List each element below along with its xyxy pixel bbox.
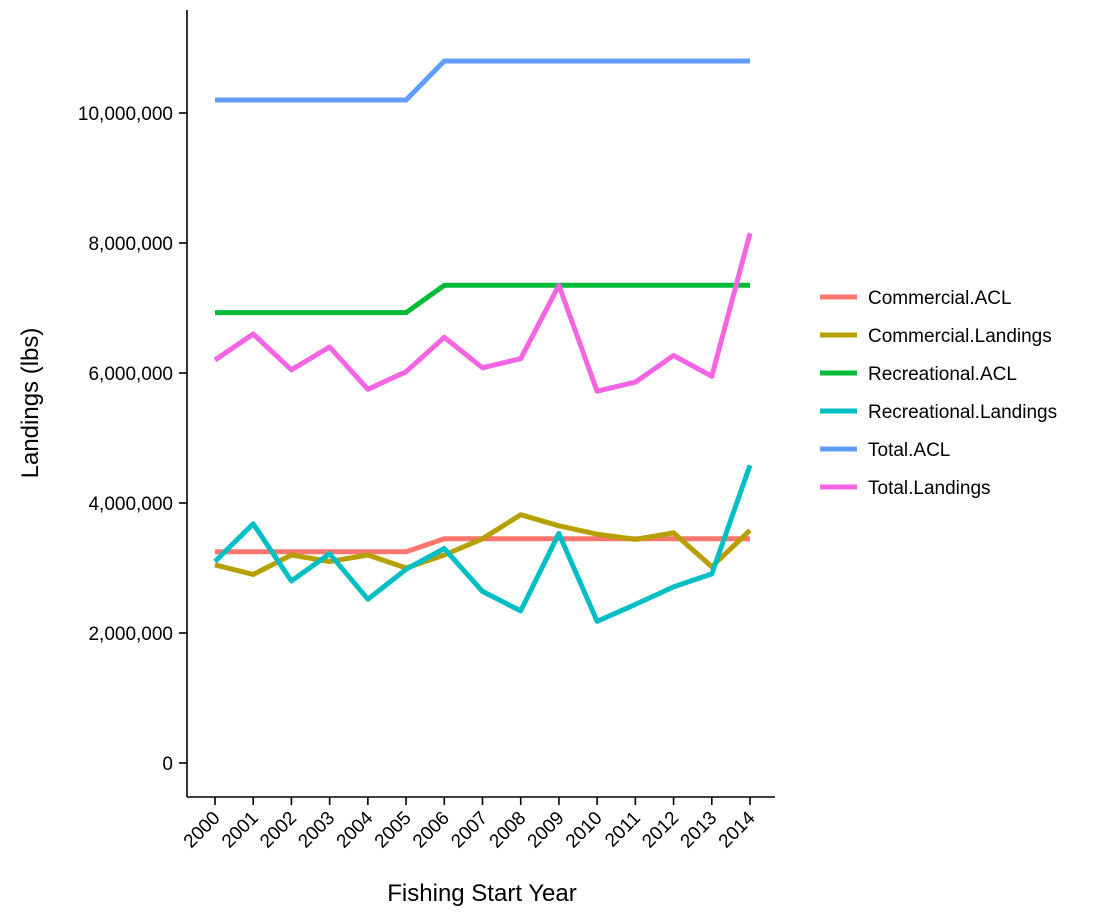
x-tick-label: 2000 — [180, 808, 225, 853]
series-line-total-acl — [215, 58, 750, 103]
x-tick-label: 2008 — [486, 808, 531, 853]
y-ticks-group: 0 2,000,000 4,000,000 6,000,000 8,000,000 10,… — [78, 104, 187, 775]
x-tick-label: 2014 — [715, 807, 760, 852]
series-line-recreational-acl — [215, 282, 750, 316]
x-tick-label: 2001 — [218, 808, 263, 853]
x-tick-label: 2002 — [256, 808, 301, 853]
legend-label: Commercial.ACL — [868, 288, 1012, 309]
legend: Commercial.ACL Commercial.Landings Recreat… — [820, 288, 1057, 499]
legend-label: Total.ACL — [868, 440, 950, 461]
y-axis-title: Landings (lbs) — [17, 328, 44, 479]
legend-label: Recreational.ACL — [868, 364, 1017, 385]
y-tick-label: 4,000,000 — [88, 494, 173, 515]
x-tick-label: 2007 — [447, 808, 492, 853]
legend-label: Total.Landings — [868, 478, 991, 499]
x-tick-label: 2009 — [524, 808, 569, 853]
y-tick-label: 0 — [162, 754, 173, 775]
y-tick-label: 10,000,000 — [78, 104, 173, 125]
x-tick-label: 2010 — [562, 808, 607, 853]
axes-group — [186, 10, 775, 798]
series-group — [213, 58, 753, 624]
x-tick-label: 2006 — [409, 808, 454, 853]
x-tick-label: 2004 — [333, 807, 378, 852]
y-tick-label: 6,000,000 — [88, 364, 173, 385]
x-tick-label: 2005 — [371, 808, 416, 853]
series-line-recreational-landings — [213, 464, 753, 624]
x-axis-title: Fishing Start Year — [387, 880, 576, 907]
x-tick-label: 2011 — [601, 808, 645, 852]
y-tick-label: 8,000,000 — [88, 234, 173, 255]
x-ticks-group: 2000200120022003200420052006200720082009… — [180, 797, 760, 852]
x-tick-label: 2003 — [294, 808, 339, 853]
series-line-total-landings — [213, 232, 753, 394]
legend-label: Commercial.Landings — [868, 326, 1052, 347]
x-tick-label: 2012 — [638, 808, 683, 853]
series-line-commercial-landings — [214, 512, 752, 577]
y-tick-label: 2,000,000 — [88, 624, 173, 645]
legend-label: Recreational.Landings — [868, 402, 1057, 423]
x-tick-label: 2013 — [677, 808, 722, 853]
